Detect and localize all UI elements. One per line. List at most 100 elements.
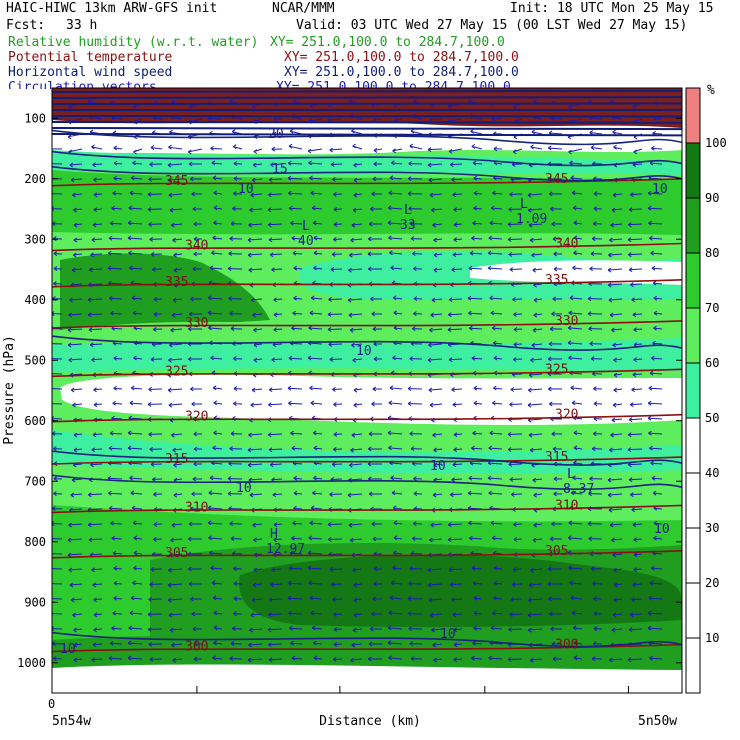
wind-vector: [387, 642, 403, 645]
wind-vector-head: [168, 567, 172, 573]
wind-vector-head: [268, 237, 273, 243]
wind-vector: [572, 612, 583, 615]
wind-vector: [71, 178, 83, 181]
wind-vector: [451, 478, 463, 481]
wind-vector: [113, 582, 123, 585]
wind-vector: [153, 117, 163, 120]
wind-vector-head: [248, 267, 253, 273]
wind-vector-head: [233, 401, 237, 407]
wind-vector-head: [428, 387, 433, 393]
wind-vector-head: [469, 535, 473, 541]
wind-vector: [530, 568, 543, 571]
wind-vector-head: [371, 611, 375, 617]
wind-vector-head: [530, 357, 534, 363]
wind-vector: [631, 508, 643, 511]
theta-label: 325: [545, 362, 568, 377]
wind-vector: [92, 583, 103, 586]
wind-vector: [488, 267, 503, 270]
wind-vector: [449, 568, 463, 571]
wind-vector-head: [371, 401, 375, 407]
wind-vector-head: [527, 627, 532, 633]
wind-vector: [353, 163, 363, 166]
wind-vector-head: [188, 161, 193, 167]
wind-vector-head: [268, 387, 273, 393]
wind-vector: [470, 462, 483, 465]
wind-vector: [432, 433, 443, 436]
wind-vector-head: [368, 266, 372, 272]
wind-vector: [92, 163, 103, 166]
wind-vector: [352, 568, 363, 571]
wind-vector: [452, 193, 463, 196]
wind-vector: [290, 642, 303, 645]
wind-vector-head: [429, 192, 434, 198]
wind-vector-head: [230, 221, 235, 227]
wind-vector-head: [352, 627, 357, 633]
wind-vector-head: [48, 567, 51, 571]
wind-vector-head: [168, 144, 172, 150]
wind-vector-head: [429, 327, 433, 333]
wind-vector-head: [471, 655, 475, 661]
theta-label: 325: [165, 364, 188, 379]
wind-vector-head: [650, 250, 654, 256]
wind-vector-head: [93, 192, 98, 198]
wind-vector: [292, 252, 303, 255]
wind-vector: [611, 328, 623, 331]
wind-vector-head: [429, 612, 434, 618]
field-rh-xy: XY= 251.0,100.0 to 284.7,100.0: [270, 35, 505, 50]
wind-vector-head: [513, 312, 517, 317]
wind-vector-head: [551, 431, 556, 437]
colorbar-label: 70: [705, 301, 719, 315]
wind-vector-head: [69, 582, 74, 588]
init-time: Init: 18 UTC Mon 25 May 15: [510, 1, 714, 16]
extremum-kind: L: [520, 197, 528, 212]
wind-vector-head: [188, 104, 193, 110]
wind-vector-head: [388, 610, 393, 616]
wind-vector-head: [573, 235, 578, 241]
wind-vector-head: [351, 642, 356, 648]
wind-vector-head: [213, 640, 217, 646]
wind-vector: [288, 567, 303, 570]
wind-vector-head: [229, 446, 234, 452]
wind-vector: [393, 297, 403, 300]
wind-vector-head: [293, 475, 298, 481]
wind-vector: [568, 567, 583, 570]
wind-vector-head: [353, 387, 358, 393]
wind-vector-head: [53, 446, 57, 451]
wind-vector: [89, 268, 103, 271]
wind-vector-head: [488, 490, 492, 496]
wind-vector-head: [230, 326, 235, 332]
wind-vector-head: [370, 206, 374, 212]
wind-vector-head: [171, 432, 175, 438]
wind-vector: [468, 492, 483, 495]
wind-vector: [627, 448, 643, 451]
wind-vector-head: [590, 566, 595, 572]
wind-vector-head: [651, 355, 655, 361]
wind-vector-head: [529, 657, 534, 663]
wind-vector: [167, 163, 183, 166]
extremum-value: 12.97: [266, 542, 305, 557]
wind-vector: [170, 116, 183, 120]
wind-vector-head: [288, 565, 293, 571]
wind-vector: [210, 147, 223, 150]
wind-vector-head: [613, 582, 618, 588]
wind-vector: [549, 132, 563, 135]
wind-vector: [271, 478, 283, 481]
wind-vector: [108, 282, 123, 285]
wind-vector-head: [127, 445, 132, 451]
wind-vector: [328, 118, 343, 121]
wind-vector: [93, 598, 103, 601]
wind-vector-head: [133, 535, 138, 541]
wind-vector: [269, 658, 283, 661]
wind-vector: [410, 130, 423, 135]
wind-vector-head: [130, 595, 135, 601]
wind-vector: [250, 403, 263, 406]
wind-vector: [309, 522, 323, 525]
wind-vector-head: [68, 522, 72, 528]
wind-vector-head: [533, 297, 538, 303]
wind-contour: [52, 150, 682, 167]
wind-vector-head: [173, 267, 178, 273]
theta-contour-325: [52, 368, 682, 378]
colorbar-label: 20: [705, 576, 719, 590]
wind-vector-head: [572, 265, 576, 271]
